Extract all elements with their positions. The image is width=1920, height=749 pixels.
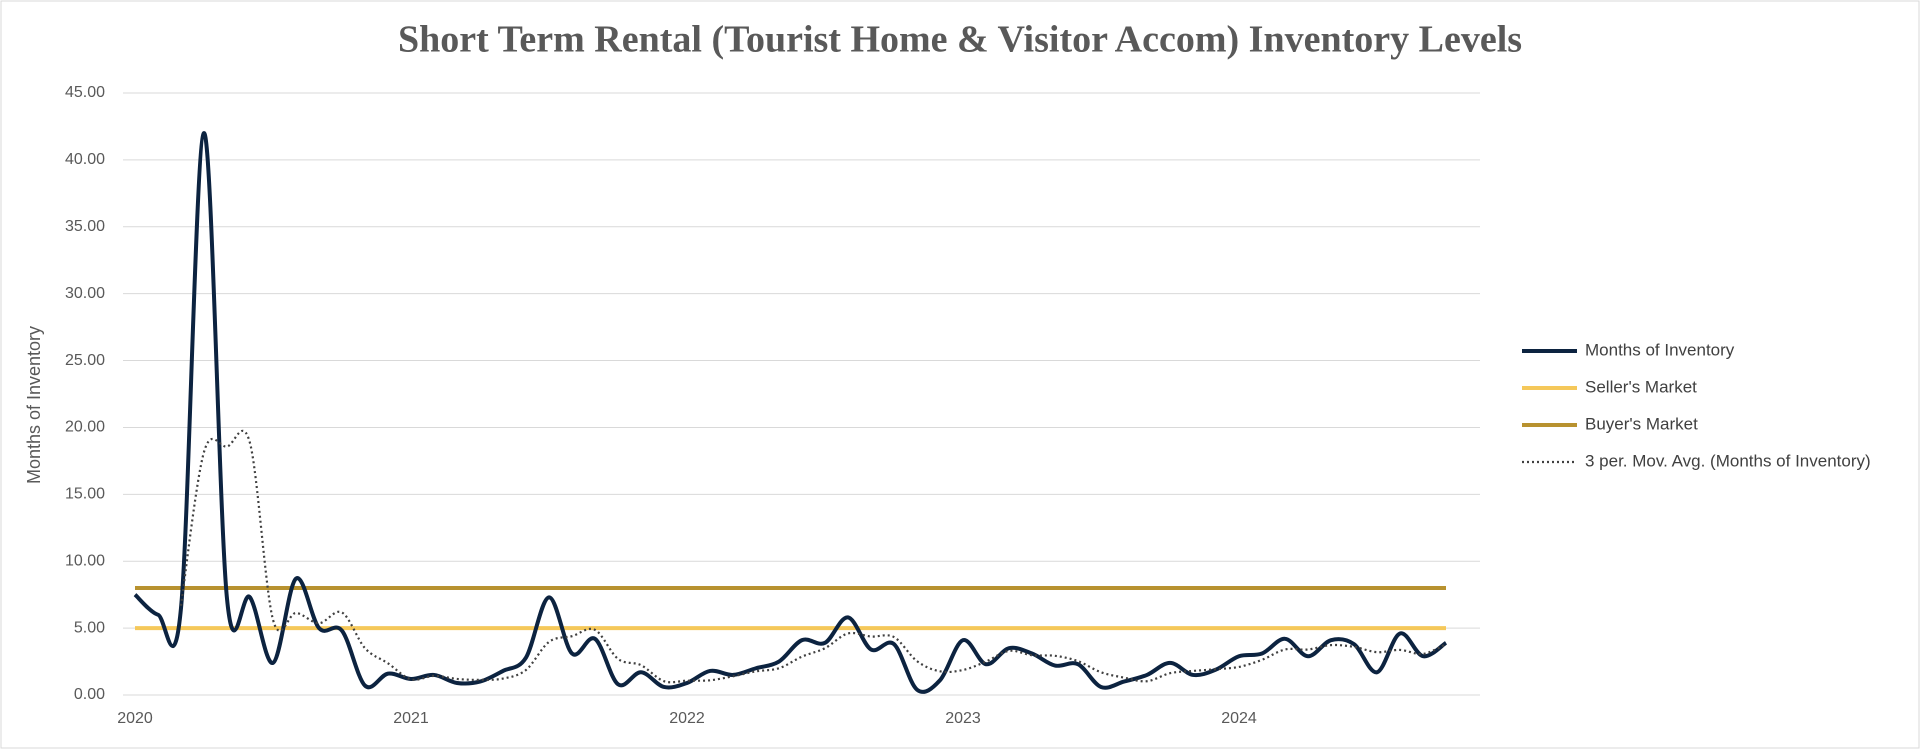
legend-label: Seller's Market bbox=[1585, 377, 1697, 396]
y-tick-label: 15.00 bbox=[65, 486, 105, 503]
y-tick-label: 25.00 bbox=[65, 352, 105, 369]
y-tick-label: 10.00 bbox=[65, 552, 105, 569]
legend-label: Months of Inventory bbox=[1585, 340, 1735, 359]
y-tick-label: 5.00 bbox=[74, 619, 105, 636]
x-tick-label: 2023 bbox=[945, 710, 981, 727]
legend-label: 3 per. Mov. Avg. (Months of Inventory) bbox=[1585, 451, 1871, 470]
series-line bbox=[133, 131, 1448, 694]
y-tick-label: 30.00 bbox=[65, 285, 105, 302]
x-tick-label: 2024 bbox=[1221, 710, 1257, 727]
y-tick-label: 20.00 bbox=[65, 419, 105, 436]
x-tick-label: 2022 bbox=[669, 710, 705, 727]
y-axis-label: Months of Inventory bbox=[24, 326, 44, 484]
y-tick-label: 45.00 bbox=[65, 84, 105, 101]
legend-label: Buyer's Market bbox=[1585, 414, 1698, 433]
series-line bbox=[179, 429, 1447, 684]
y-tick-label: 40.00 bbox=[65, 151, 105, 168]
x-tick-label: 2020 bbox=[117, 710, 153, 727]
y-tick-label: 0.00 bbox=[74, 686, 105, 703]
chart-title: Short Term Rental (Tourist Home & Visito… bbox=[398, 19, 1522, 61]
y-tick-label: 35.00 bbox=[65, 218, 105, 235]
x-tick-label: 2021 bbox=[393, 710, 429, 727]
